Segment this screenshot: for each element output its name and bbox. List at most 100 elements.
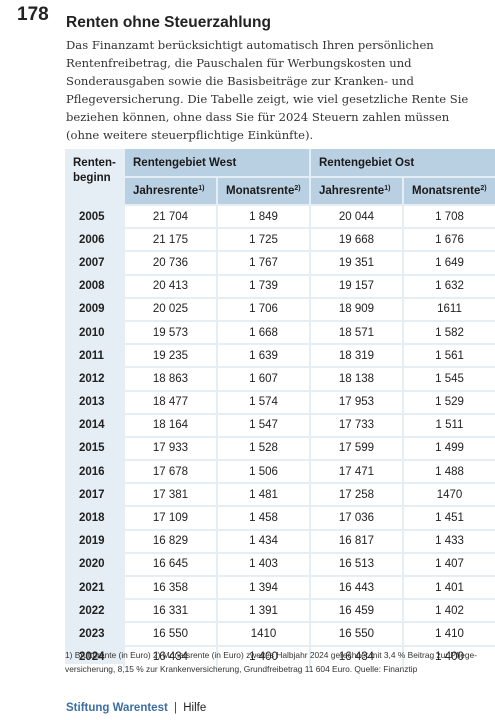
- cell-ost-monatsrente: 1 401: [402, 575, 495, 599]
- cell-ost-jahresrente: 19 157: [309, 273, 402, 297]
- header-west-jahresrente-label: Jahresrente: [133, 184, 199, 197]
- cell-ost-jahresrente: 18 138: [309, 366, 402, 390]
- cell-ost-monatsrente: 1 511: [402, 412, 495, 436]
- row-year: 2024: [65, 644, 123, 668]
- header-ost-monatsrente-label: Monatsrente: [412, 184, 481, 197]
- footnote-marker-1: 1): [384, 184, 391, 192]
- cell-west-monatsrente: 1410: [216, 621, 309, 645]
- cell-ost-jahresrente: 19 668: [309, 227, 402, 251]
- cell-ost-monatsrente: 1 582: [402, 319, 495, 344]
- cell-west-monatsrente: 1 725: [216, 227, 309, 251]
- cell-ost-jahresrente: 16 817: [309, 528, 402, 552]
- cell-ost-jahresrente: 17 258: [309, 482, 402, 506]
- header-rentenbeginn-line2: beginn: [73, 172, 111, 184]
- cell-ost-jahresrente: 18 571: [309, 319, 402, 344]
- cell-west-jahresrente: 18 863: [123, 366, 216, 390]
- cell-west-jahresrente: 16 829: [123, 528, 216, 552]
- cell-ost-monatsrente: 1 402: [402, 598, 495, 622]
- header-rentengebiet-west: Rentengebiet West: [123, 149, 309, 176]
- header-west-monatsrente: Monatsrente2): [216, 176, 309, 204]
- cell-west-monatsrente: 1 739: [216, 273, 309, 297]
- table-row: 2006 21 175 1 725 19 668 1 676: [65, 227, 495, 251]
- cell-ost-monatsrente: 1611: [402, 296, 495, 320]
- header-west-monatsrente-label: Monatsrente: [226, 184, 295, 197]
- cell-ost-jahresrente: 16 550: [309, 621, 402, 645]
- row-year: 2011: [65, 343, 123, 366]
- row-year: 2008: [65, 273, 123, 297]
- cell-ost-jahresrente: 16 443: [309, 575, 402, 599]
- cell-ost-monatsrente: 1 545: [402, 366, 495, 390]
- header-ost-jahresrente-label: Jahresrente: [319, 184, 385, 197]
- cell-west-jahresrente: 21 175: [123, 227, 216, 251]
- cell-ost-jahresrente: 17 953: [309, 389, 402, 413]
- table-row: 2019 16 829 1 434 16 817 1 433: [65, 528, 495, 552]
- table-row: 2023 16 550 1410 16 550 1 410: [65, 621, 495, 645]
- footnote-marker-1: 1): [198, 184, 205, 192]
- cell-west-monatsrente: 1 391: [216, 598, 309, 622]
- cell-west-jahresrente: 19 573: [123, 319, 216, 344]
- table-row: 2007 20 736 1 767 19 351 1 649: [65, 250, 495, 274]
- cell-west-jahresrente: 18 164: [123, 412, 216, 436]
- cell-ost-monatsrente: 1 649: [402, 250, 495, 274]
- header-ost-monatsrente: Monatsrente2): [402, 176, 495, 204]
- table-row: 2012 18 863 1 607 18 138 1 545: [65, 366, 495, 390]
- cell-ost-jahresrente: 18 319: [309, 343, 402, 367]
- table-body: 2005 21 704 1 849 20 044 1 708 2006 21 175 1 72…: [65, 204, 495, 668]
- cell-ost-monatsrente: 1 400: [402, 644, 495, 668]
- cell-west-monatsrente: 1 607: [216, 366, 309, 390]
- cell-west-monatsrente: 1 403: [216, 551, 309, 575]
- cell-ost-jahresrente: 17 733: [309, 412, 402, 436]
- row-year: 2016: [65, 459, 123, 482]
- row-year: 2015: [65, 435, 123, 459]
- cell-west-monatsrente: 1 767: [216, 250, 309, 274]
- cell-ost-monatsrente: 1 488: [402, 459, 495, 483]
- pension-table: Renten- beginn Rentengebiet West Renteng…: [65, 149, 495, 668]
- row-year: 2013: [65, 389, 123, 413]
- cell-ost-jahresrente: 17 036: [309, 505, 402, 529]
- cell-west-jahresrente: 16 550: [123, 621, 216, 645]
- cell-west-jahresrente: 20 413: [123, 273, 216, 297]
- cell-west-jahresrente: 16 645: [123, 551, 216, 575]
- footnote-marker-2: 2): [294, 184, 301, 192]
- cell-west-monatsrente: 1 706: [216, 296, 309, 320]
- footer-brand: Stiftung Warentest: [66, 702, 168, 714]
- footer-separator: |: [174, 702, 177, 714]
- table-row: 2018 17 109 1 458 17 036 1 451: [65, 505, 495, 529]
- cell-west-monatsrente: 1 668: [216, 319, 309, 344]
- cell-ost-jahresrente: 17 471: [309, 459, 402, 483]
- cell-west-monatsrente: 1 481: [216, 482, 309, 506]
- cell-ost-monatsrente: 1 708: [402, 204, 495, 228]
- cell-west-monatsrente: 1 574: [216, 389, 309, 413]
- table-row: 2020 16 645 1 403 16 513 1 407: [65, 551, 495, 575]
- cell-ost-jahresrente: 16 434: [309, 644, 402, 668]
- header-west-jahresrente: Jahresrente1): [123, 176, 216, 204]
- header-rentenbeginn-line1: Renten-: [73, 157, 116, 169]
- table-row: 2010 19 573 1 668 18 571 1 582: [65, 319, 495, 344]
- row-year: 2012: [65, 366, 123, 389]
- cell-west-monatsrente: 1 434: [216, 528, 309, 552]
- cell-west-jahresrente: 16 331: [123, 598, 216, 622]
- cell-west-monatsrente: 1 547: [216, 412, 309, 436]
- table-row: 2005 21 704 1 849 20 044 1 708: [65, 204, 495, 228]
- table-row: 2008 20 413 1 739 19 157 1 632: [65, 273, 495, 297]
- cell-ost-jahresrente: 18 909: [309, 296, 402, 320]
- table-row: 2009 20 025 1 706 18 909 1611: [65, 296, 495, 320]
- row-year: 2023: [65, 621, 123, 644]
- row-year: 2009: [65, 296, 123, 320]
- footnote: 1) Bruttorente (in Euro) 2) Monatsrente …: [65, 650, 477, 674]
- cell-west-monatsrente: 1 639: [216, 343, 309, 367]
- cell-west-monatsrente: 1 458: [216, 505, 309, 529]
- intro-paragraph: Das Finanzamt berücksichtigt automatisch…: [66, 38, 469, 142]
- row-year: 2021: [65, 575, 123, 598]
- cell-ost-monatsrente: 1 632: [402, 273, 495, 297]
- row-year: 2006: [65, 227, 123, 250]
- header-rentenbeginn: Renten- beginn: [65, 149, 123, 204]
- header-rentengebiet-ost: Rentengebiet Ost: [309, 149, 495, 176]
- cell-west-jahresrente: 16 358: [123, 575, 216, 599]
- row-year: 2018: [65, 505, 123, 528]
- cell-ost-jahresrente: 19 351: [309, 250, 402, 274]
- page-title: Renten ohne Steuerzahlung: [66, 14, 271, 31]
- cell-west-jahresrente: 17 381: [123, 482, 216, 506]
- row-year: 2017: [65, 482, 123, 505]
- pension-table-box: Renten- beginn Rentengebiet West Renteng…: [65, 149, 495, 668]
